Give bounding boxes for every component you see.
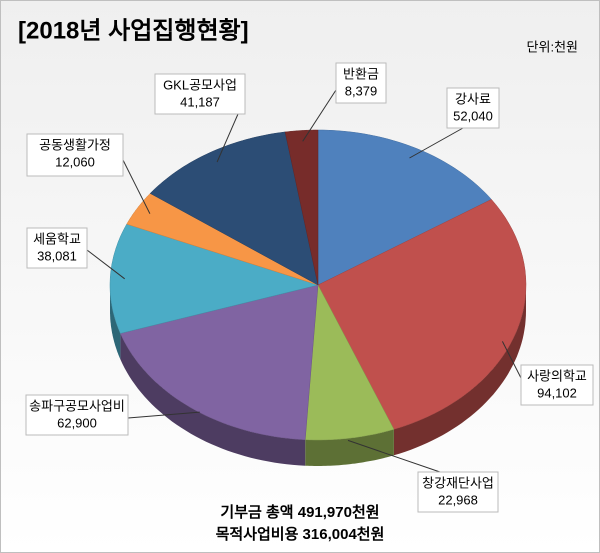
value-label: 22,968 bbox=[438, 492, 478, 507]
value-label: 62,900 bbox=[57, 415, 97, 430]
slice bbox=[284, 129, 319, 286]
leader-line bbox=[302, 89, 337, 142]
category-label: 공동생활가정 bbox=[39, 137, 111, 152]
slice bbox=[149, 131, 319, 286]
label-box bbox=[26, 227, 88, 269]
slice bbox=[317, 199, 527, 430]
value-label: 8,379 bbox=[345, 83, 378, 98]
slice-side bbox=[305, 429, 394, 466]
value-label: 94,102 bbox=[537, 385, 577, 400]
unit-label: 단위:천원 bbox=[527, 39, 578, 54]
slice bbox=[317, 129, 492, 286]
label-box bbox=[335, 62, 387, 104]
category-label: GKL공모사업 bbox=[163, 77, 237, 92]
slice bbox=[109, 223, 319, 334]
note: 기부금 총액 491,970천원 bbox=[220, 503, 379, 521]
slice-side bbox=[110, 285, 121, 360]
category-label: 창강재단사업 bbox=[422, 475, 494, 490]
value-label: 38,081 bbox=[37, 248, 77, 263]
value-label: 52,040 bbox=[453, 108, 493, 123]
label-box bbox=[417, 471, 499, 513]
chart-title: [2018년 사업집행현황] bbox=[18, 17, 249, 44]
leader-line bbox=[216, 113, 239, 163]
label-box bbox=[520, 364, 594, 406]
label-box bbox=[446, 87, 500, 129]
value-label: 12,060 bbox=[55, 154, 95, 169]
label-box bbox=[154, 73, 246, 115]
category-label: 사랑의학교 bbox=[527, 368, 587, 383]
label-box bbox=[25, 394, 129, 436]
slice bbox=[126, 193, 319, 286]
category-label: 반환금 bbox=[343, 66, 379, 81]
leader-line bbox=[501, 341, 522, 379]
slice-side bbox=[393, 285, 526, 456]
note: 목적사업비용 316,004천원 bbox=[216, 525, 385, 543]
slice-side bbox=[120, 333, 306, 466]
category-label: 세움학교 bbox=[33, 231, 81, 246]
leader-line bbox=[347, 439, 441, 473]
category-label: 강사료 bbox=[455, 91, 491, 106]
leader-line bbox=[409, 127, 464, 159]
leader-line bbox=[122, 159, 151, 214]
leader-line bbox=[86, 249, 126, 280]
slice bbox=[304, 284, 395, 441]
leader-line bbox=[127, 411, 200, 419]
category-label: 송파구공모사업비 bbox=[29, 398, 125, 413]
label-box bbox=[26, 133, 124, 177]
value-label: 41,187 bbox=[180, 94, 220, 109]
slice bbox=[120, 284, 319, 440]
